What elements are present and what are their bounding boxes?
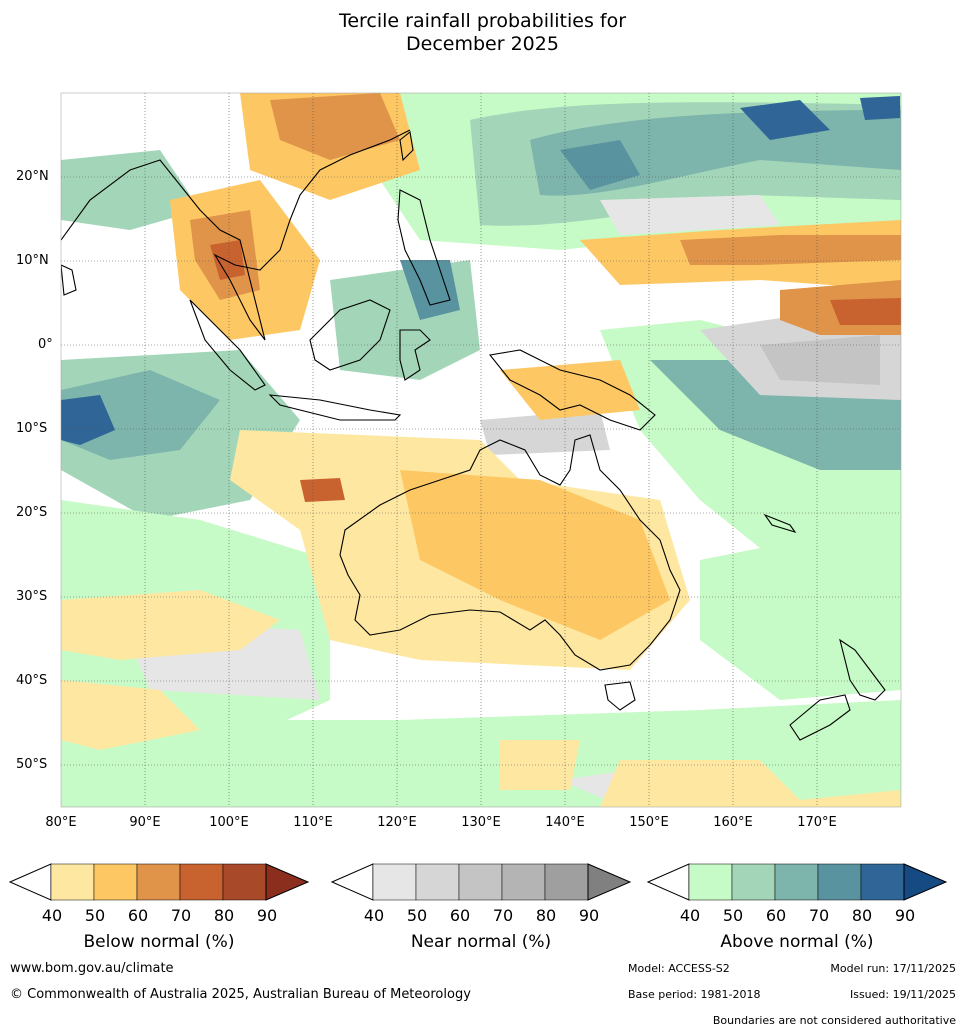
near-cb-seg-5	[544, 863, 589, 901]
issued-text: Issued: 19/11/2025	[849, 988, 956, 1001]
australia-coast	[339, 434, 681, 671]
above-cb-tick-50: 50	[722, 906, 744, 925]
graticule	[61, 93, 901, 807]
near-cb-seg-1	[372, 863, 417, 901]
below-normal-title: Below normal (%)	[83, 932, 235, 952]
lat-label-10s: 10°S	[16, 421, 48, 436]
near-cb-tick-70: 70	[492, 906, 514, 925]
near-normal-colorbar	[330, 863, 632, 901]
below-cb-seg-5	[222, 863, 267, 901]
model-run-text: Model run: 17/11/2025	[830, 962, 956, 975]
above-cb-seg-2	[731, 863, 776, 901]
below-cb-seg-4	[179, 863, 224, 901]
above-cb-tick-40: 40	[679, 906, 701, 925]
below-cb-tick-90: 90	[256, 906, 278, 925]
lon-label-150e: 150°E	[629, 815, 669, 830]
above-cb-seg-1	[688, 863, 733, 901]
borneo-coast	[309, 299, 391, 371]
lon-label-80e: 80°E	[45, 815, 77, 830]
lon-label-140e: 140°E	[545, 815, 585, 830]
below-normal-colorbar	[8, 863, 310, 901]
map-field	[61, 93, 901, 807]
near-cb-tick-40: 40	[363, 906, 385, 925]
near-cb-seg-3	[458, 863, 503, 901]
lat-label-10n: 10°N	[16, 253, 49, 268]
sumatra-coast	[189, 299, 266, 391]
lon-label-170e: 170°E	[797, 815, 837, 830]
above-cb-tick-90: 90	[894, 906, 916, 925]
lon-label-100e: 100°E	[209, 815, 249, 830]
sri-lanka-coast	[61, 264, 77, 296]
near-cb-tick-60: 60	[449, 906, 471, 925]
near-normal-title: Near normal (%)	[410, 932, 552, 952]
below-cb-tick-70: 70	[170, 906, 192, 925]
lat-label-40s: 40°S	[16, 673, 48, 688]
above-cb-tick-70: 70	[808, 906, 830, 925]
lat-label-30s: 30°S	[16, 589, 48, 604]
map-title: Tercile rainfall probabilities for Decem…	[0, 10, 965, 56]
java-coast	[268, 394, 402, 421]
lat-label-50s: 50°S	[16, 757, 48, 772]
above-normal-colorbar	[646, 863, 948, 901]
above-cb-tick-80: 80	[851, 906, 873, 925]
above-cb-tick-60: 60	[765, 906, 787, 925]
below-cb-upper-arrow	[265, 863, 310, 901]
above-cb-upper-arrow	[903, 863, 948, 901]
lat-label-20n: 20°N	[16, 169, 49, 184]
above-cb-seg-5	[860, 863, 905, 901]
lon-label-120e: 120°E	[377, 815, 417, 830]
model-text: Model: ACCESS-S2	[628, 962, 730, 975]
rainfall-map	[60, 92, 902, 808]
near-cb-tick-50: 50	[406, 906, 428, 925]
lon-label-130e: 130°E	[461, 815, 501, 830]
below-cb-seg-1	[50, 863, 95, 901]
lon-label-90e: 90°E	[129, 815, 161, 830]
lon-label-160e: 160°E	[713, 815, 753, 830]
above-cb-lower-arrow	[646, 863, 690, 901]
title-line-2: December 2025	[406, 33, 559, 55]
near-cb-lower-arrow	[330, 863, 374, 901]
tasmania-coast	[604, 681, 636, 711]
near-cb-tick-80: 80	[535, 906, 557, 925]
below-cb-tick-40: 40	[41, 906, 63, 925]
above-cb-seg-4	[817, 863, 862, 901]
lon-label-110e: 110°E	[293, 815, 333, 830]
below-cb-seg-3	[136, 863, 181, 901]
website-link[interactable]: www.bom.gov.au/climate	[10, 961, 174, 976]
disclaimer-text: Boundaries are not considered authoritat…	[712, 1014, 956, 1027]
near-cb-seg-2	[415, 863, 460, 901]
below-cb-tick-80: 80	[213, 906, 235, 925]
near-cb-tick-90: 90	[578, 906, 600, 925]
lat-label-0: 0°	[38, 337, 53, 352]
near-cb-upper-arrow	[587, 863, 632, 901]
above-cb-seg-3	[774, 863, 819, 901]
base-period-text: Base period: 1981-2018	[628, 988, 761, 1001]
below-cb-tick-50: 50	[84, 906, 106, 925]
philippines-coast	[397, 189, 451, 306]
coastlines	[61, 129, 886, 741]
title-line-1: Tercile rainfall probabilities for	[338, 10, 627, 32]
mainland-asia-coast	[61, 129, 411, 341]
above-normal-title: Above normal (%)	[720, 932, 874, 952]
sulawesi-coast	[399, 329, 431, 381]
copyright-text: © Commonwealth of Australia 2025, Austra…	[10, 987, 471, 1002]
lat-label-20s: 20°S	[16, 505, 48, 520]
below-cb-seg-2	[93, 863, 138, 901]
new-caledonia-coast	[763, 513, 797, 533]
taiwan-coast	[399, 130, 414, 162]
new-guinea-coast	[488, 349, 656, 431]
near-cb-seg-4	[501, 863, 546, 901]
below-cb-tick-60: 60	[127, 906, 149, 925]
new-zealand-coast	[789, 638, 886, 741]
below-cb-lower-arrow	[8, 863, 52, 901]
